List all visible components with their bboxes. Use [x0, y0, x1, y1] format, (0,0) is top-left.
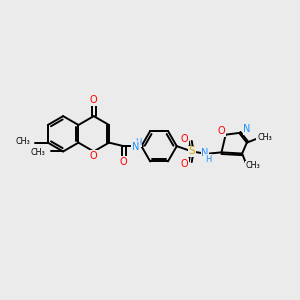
Text: H: H: [135, 137, 141, 146]
Text: CH₃: CH₃: [31, 148, 46, 157]
Text: O: O: [218, 126, 225, 136]
Text: N: N: [201, 148, 209, 158]
Text: O: O: [181, 159, 188, 169]
Text: O: O: [90, 95, 98, 105]
Text: CH₃: CH₃: [257, 133, 272, 142]
Text: O: O: [181, 134, 188, 144]
Text: CH₃: CH₃: [246, 161, 260, 170]
Text: H: H: [205, 154, 211, 164]
Text: CH₃: CH₃: [15, 137, 30, 146]
Text: S: S: [189, 146, 195, 157]
Text: N: N: [132, 142, 139, 152]
Text: O: O: [90, 151, 98, 161]
Text: O: O: [120, 157, 127, 167]
Text: N: N: [243, 124, 251, 134]
